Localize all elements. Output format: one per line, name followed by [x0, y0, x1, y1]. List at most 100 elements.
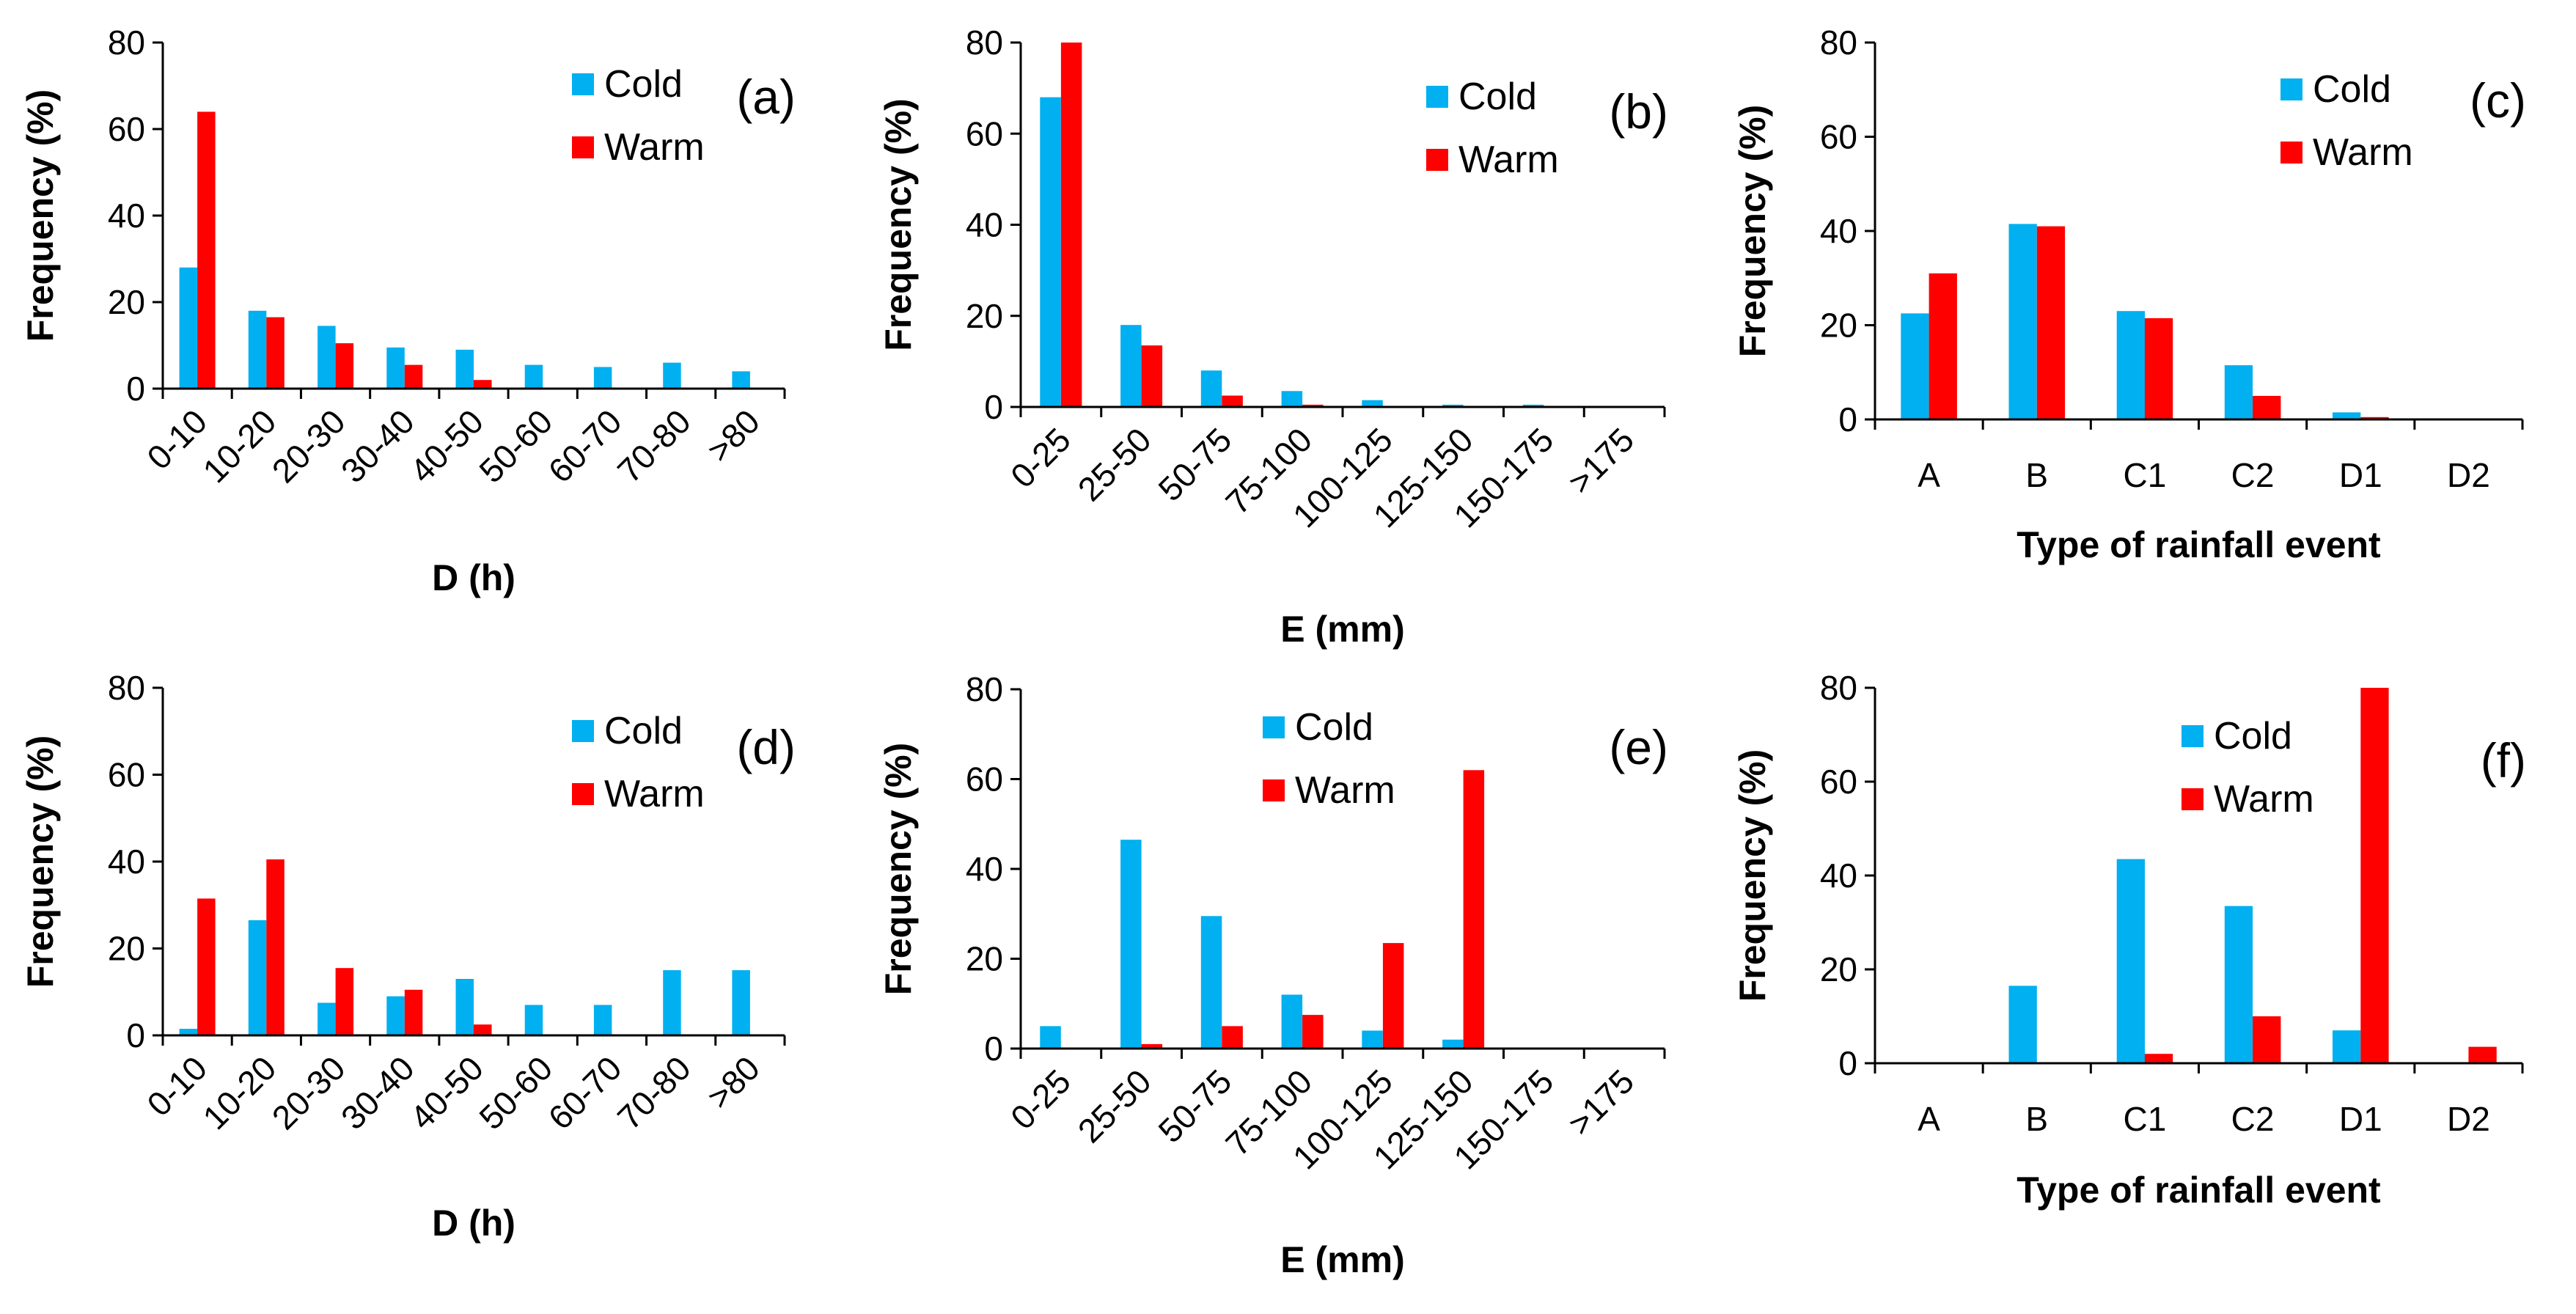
bar-cold-7: [663, 362, 681, 389]
bar-cold-3: [386, 996, 405, 1035]
x-tick-label: 50-60: [471, 1049, 559, 1137]
y-tick-label: 20: [966, 297, 1003, 335]
bar-cold-2: [2116, 859, 2145, 1063]
y-tick-label: 60: [108, 110, 145, 148]
bar-cold-5: [1442, 1039, 1464, 1049]
bar-warm-1: [266, 859, 285, 1035]
bar-cold-6: [593, 1005, 612, 1035]
y-tick-label: 80: [966, 670, 1003, 708]
panel-label: (b): [1609, 84, 1668, 139]
bar-cold-6: [593, 367, 612, 389]
legend-label-warm: Warm: [2313, 131, 2413, 174]
bar-cold-4: [1362, 400, 1383, 407]
legend-swatch-warm: [572, 136, 594, 158]
chart-panel-d: 0204060800-1010-2020-3030-4040-5050-6060…: [20, 669, 796, 1244]
bar-warm-4: [2360, 688, 2389, 1063]
bar-cold-4: [2333, 1030, 2361, 1063]
y-tick-label: 40: [966, 206, 1003, 244]
bar-warm-1: [1141, 1043, 1163, 1049]
bar-cold-1: [1120, 840, 1142, 1049]
bar-warm-2: [335, 968, 354, 1035]
x-tick-label: A: [1918, 456, 1940, 494]
bar-cold-2: [1200, 916, 1222, 1049]
x-tick-label: A: [1918, 1100, 1940, 1138]
bar-cold-3: [386, 347, 405, 389]
bar-cold-8: [732, 970, 750, 1035]
bar-cold-3: [2224, 906, 2253, 1063]
bar-warm-2: [1222, 1026, 1243, 1049]
chart-panel-c: 0 20 40 60 80 A B C1 C2 D1 D2 Frequency (%) Type of …: [1732, 23, 2526, 565]
legend-swatch-cold: [2280, 78, 2302, 100]
y-tick-label: 40: [966, 850, 1003, 888]
bar-warm-3: [404, 364, 423, 389]
bar-warm-0: [1060, 43, 1082, 407]
x-axis-title: Type of rainfall event: [2017, 524, 2381, 565]
legend-swatch-warm: [1263, 779, 1285, 801]
x-tick-label: 30-40: [334, 402, 422, 490]
legend-label-cold: Cold: [2214, 715, 2292, 757]
bar-warm-5: [2468, 1046, 2497, 1063]
panel-label: (f): [2481, 733, 2526, 788]
x-tick-label: 0-25: [1003, 1062, 1078, 1137]
panel-label: (c): [2470, 73, 2526, 128]
x-tick-label: 70-80: [610, 402, 698, 490]
y-axis-title: Frequency (%): [878, 743, 919, 996]
legend-swatch-warm: [1426, 149, 1448, 171]
bar-cold-7: [663, 970, 681, 1035]
bar-cold-2: [318, 1002, 336, 1035]
legend-label-warm: Warm: [604, 773, 705, 815]
bar-warm-3: [2253, 1016, 2281, 1063]
x-tick-label: 20-30: [265, 402, 353, 490]
bar-cold-0: [179, 267, 198, 389]
bar-cold-5: [1442, 404, 1464, 407]
x-tick-label: C1: [2124, 456, 2167, 494]
y-tick-label: 40: [1820, 212, 1857, 250]
bar-cold-1: [2008, 224, 2037, 419]
x-tick-label: 25-50: [1071, 1062, 1159, 1150]
bar-cold-1: [248, 920, 267, 1035]
y-tick-label: 0: [1838, 400, 1857, 438]
x-tick-label: >175: [1560, 1062, 1641, 1142]
chart-panel-a: 0204060800-1010-2020-3030-4040-5050-6060…: [20, 23, 796, 598]
bar-warm-0: [197, 111, 216, 389]
y-tick-label: 20: [108, 930, 145, 968]
bar-cold-0: [1040, 1026, 1061, 1049]
bar-cold-4: [455, 349, 474, 389]
legend-label-warm: Warm: [604, 126, 705, 169]
y-tick-label: 20: [966, 940, 1003, 978]
bar-cold-1: [2008, 986, 2037, 1063]
bar-warm-2: [2144, 1054, 2173, 1063]
x-axis-title: Type of rainfall event: [2017, 1170, 2381, 1211]
bar-warm-3: [1302, 1015, 1324, 1049]
bar-cold-5: [524, 364, 543, 389]
x-tick-label: 30-40: [334, 1049, 422, 1137]
y-axis-title: Frequency (%): [20, 735, 61, 988]
bar-cold-3: [1281, 391, 1303, 407]
y-tick-label: 40: [108, 197, 145, 235]
bar-cold-5: [524, 1005, 543, 1035]
legend-label-cold: Cold: [2313, 68, 2391, 111]
y-tick-label: 0: [1838, 1044, 1857, 1082]
bar-warm-0: [1929, 273, 1957, 419]
bar-cold-2: [1200, 370, 1222, 407]
y-tick-label: 80: [108, 669, 145, 707]
x-axis-title: E (mm): [1280, 609, 1404, 650]
legend-label-cold: Cold: [1458, 76, 1537, 118]
y-tick-label: 80: [1820, 23, 1857, 62]
bar-warm-0: [197, 898, 216, 1035]
x-tick-label: >175: [1560, 420, 1641, 501]
legend-swatch-cold: [572, 73, 594, 95]
y-tick-label: 60: [1820, 763, 1857, 801]
legend-label-warm: Warm: [1458, 139, 1559, 181]
legend-swatch-cold: [2181, 725, 2203, 747]
legend-swatch-cold: [1263, 716, 1285, 738]
bar-warm-3: [1302, 404, 1324, 407]
bar-cold-8: [732, 371, 750, 389]
legend-label-warm: Warm: [2214, 778, 2314, 821]
y-axis-title: Frequency (%): [20, 89, 61, 342]
bar-cold-4: [1362, 1030, 1383, 1049]
y-tick-label: 20: [108, 283, 145, 321]
bar-warm-3: [404, 989, 423, 1035]
bar-warm-2: [1222, 395, 1243, 407]
